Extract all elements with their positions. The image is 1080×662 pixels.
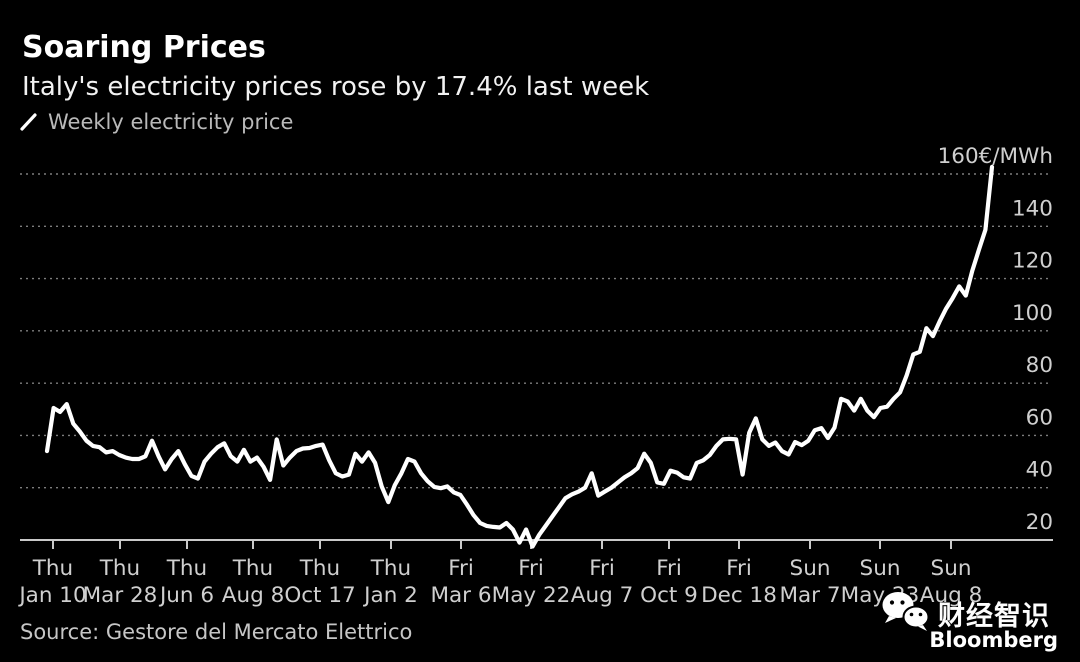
- y-tick-label: 40: [1026, 458, 1053, 483]
- x-tick-day-label: Fri: [518, 556, 544, 581]
- y-tick-label: 160€/MWh: [938, 144, 1053, 169]
- x-tick-day-label: Sun: [790, 556, 831, 581]
- legend-label: Weekly electricity price: [48, 110, 294, 134]
- x-tick-day-label: Thu: [370, 556, 411, 581]
- y-tick-label: 140: [1012, 196, 1053, 221]
- wechat-icon: [882, 592, 930, 631]
- x-tick-date-label: Jan 2: [362, 583, 418, 608]
- x-tick-date-label: Aug 8: [920, 583, 983, 608]
- watermark-text: 财经智识: [938, 601, 1050, 632]
- chart-subtitle: Italy's electricity prices rose by 17.4%…: [22, 72, 650, 102]
- x-tick-day-label: Fri: [656, 556, 682, 581]
- x-tick-date-label: Jan 10: [17, 583, 86, 608]
- x-tick-day-label: Thu: [166, 556, 207, 581]
- x-tick-date-label: Mar 6: [430, 583, 491, 608]
- x-tick-day-label: Thu: [99, 556, 140, 581]
- x-tick-day-label: Sun: [860, 556, 901, 581]
- x-tick-date-label: Oct 9: [640, 583, 698, 608]
- weekly-price-line: [44, 164, 995, 549]
- x-tick-date-label: Mar 28: [83, 583, 158, 608]
- legend: Weekly electricity price: [20, 110, 293, 134]
- y-tick-label: 60: [1026, 405, 1053, 430]
- diagonal-line-icon: [20, 113, 37, 131]
- x-tick-day-label: Fri: [589, 556, 615, 581]
- bloomberg-logo: Bloomberg: [929, 628, 1058, 652]
- x-tick-date-label: Oct 17: [284, 583, 355, 608]
- y-tick-label: 20: [1026, 510, 1053, 535]
- wechat-watermark: 财经智识: [880, 590, 1050, 633]
- x-tick-day-label: Fri: [448, 556, 474, 581]
- x-tick-date-label: Dec 18: [701, 583, 777, 608]
- x-tick-date-label: Aug 8: [222, 583, 285, 608]
- x-tick-day-label: Fri: [726, 556, 752, 581]
- x-tick-day-label: Sun: [931, 556, 972, 581]
- x-tick-day-label: Thu: [299, 556, 340, 581]
- x-tick-date-label: Mar 7: [779, 583, 840, 608]
- x-tick-day-label: Thu: [32, 556, 73, 581]
- chart-title: Soaring Prices: [22, 30, 266, 65]
- x-tick-date-label: Jun 6: [158, 583, 214, 608]
- y-tick-label: 100: [1012, 301, 1053, 326]
- y-tick-label: 120: [1012, 249, 1053, 274]
- x-tick-date-label: May 22: [492, 583, 571, 608]
- x-tick-day-label: Thu: [232, 556, 273, 581]
- x-tick-date-label: Aug 7: [571, 583, 634, 608]
- source-credit: Source: Gestore del Mercato Elettrico: [20, 620, 413, 644]
- y-tick-label: 80: [1026, 353, 1053, 378]
